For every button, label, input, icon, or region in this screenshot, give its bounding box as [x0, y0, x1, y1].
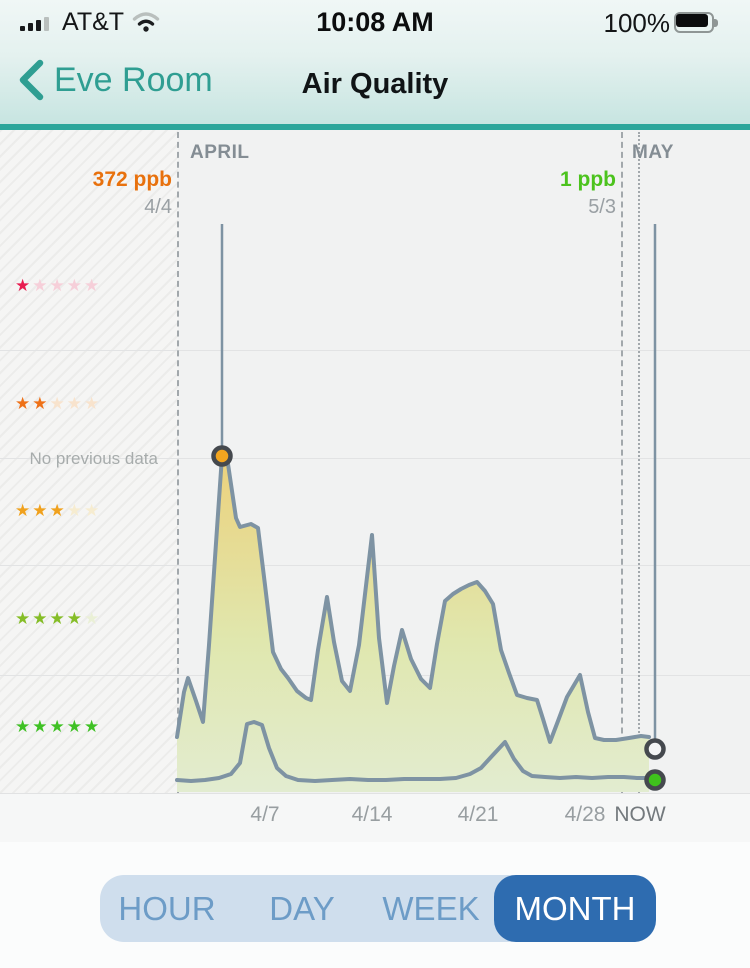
april-boundary-line: [177, 132, 179, 793]
star-icon: ★: [32, 276, 50, 296]
time-range-control: HOUR DAY WEEK MONTH: [100, 875, 656, 942]
header: AT&T 10:08 AM 100% Eve Room Air Quality: [0, 0, 750, 124]
x-tick-now: NOW: [614, 803, 666, 826]
star-icon: ★: [84, 276, 102, 296]
star-icon: ★: [15, 394, 33, 414]
may-boundary-line: [621, 132, 623, 793]
star-icon: ★: [32, 609, 50, 629]
page-title: Air Quality: [301, 68, 449, 100]
star-icon: ★: [84, 609, 102, 629]
time-range-option-hour[interactable]: HOUR: [118, 890, 216, 927]
air-quality-chart[interactable]: ★★★★★ ★★★★★ ★★★★★ ★★★★★ ★★★★★ No previous da…: [0, 130, 750, 793]
star-icon: ★: [15, 609, 33, 629]
back-button[interactable]: Eve Room: [16, 58, 213, 102]
carrier-label: AT&T: [62, 8, 125, 36]
star-icon: ★: [15, 276, 33, 296]
gridline: [0, 458, 750, 459]
wifi-icon: [132, 11, 160, 37]
star-icon: ★: [49, 609, 67, 629]
star-icon: ★: [66, 276, 84, 296]
star-icon: ★: [84, 717, 102, 737]
battery-icon: [674, 12, 720, 34]
x-tick: 4/21: [457, 803, 499, 826]
rating-row-1-star: ★★★★★: [15, 276, 101, 296]
battery-percent: 100%: [603, 8, 671, 38]
time-range-option-day[interactable]: DAY: [269, 890, 335, 927]
star-icon: ★: [66, 609, 84, 629]
rating-row-5-star: ★★★★★: [15, 717, 101, 737]
current-annotation: 1 ppb 5/3: [480, 168, 616, 219]
max-annotation: 372 ppb 4/4: [40, 168, 172, 219]
star-icon: ★: [49, 717, 67, 737]
star-icon: ★: [32, 501, 50, 521]
time-range-option-month[interactable]: MONTH: [494, 875, 656, 942]
selected-range-label: MONTH: [514, 890, 636, 927]
month-label-april: APRIL: [190, 142, 250, 163]
no-previous-data-label: No previous data: [29, 449, 158, 468]
gridline: [0, 350, 750, 351]
star-icon: ★: [49, 501, 67, 521]
month-label-may: MAY: [632, 142, 674, 163]
x-tick: 4/14: [351, 803, 393, 826]
area-fill: [177, 456, 649, 792]
star-icon: ★: [15, 717, 33, 737]
header-divider: [0, 124, 750, 130]
back-chevron-icon: [19, 59, 44, 101]
star-icon: ★: [49, 394, 67, 414]
bottom-bar: HOUR DAY WEEK MONTH: [0, 842, 750, 968]
now-dotted-line: [638, 132, 640, 793]
rating-row-4-star: ★★★★★: [15, 609, 101, 629]
current-value-label: 1 ppb: [560, 168, 616, 191]
rating-row-2-star: ★★★★★: [15, 394, 101, 414]
star-icon: ★: [66, 717, 84, 737]
min-series-line: [175, 720, 651, 783]
chart-svg[interactable]: [0, 130, 750, 793]
x-tick: 4/28: [564, 803, 606, 826]
clock: 10:08 AM: [316, 7, 434, 37]
star-icon: ★: [49, 276, 67, 296]
current-max-marker[interactable]: [644, 738, 666, 760]
status-bar: AT&T 10:08 AM 100%: [0, 0, 750, 44]
star-icon: ★: [32, 717, 50, 737]
rating-row-3-star: ★★★★★: [15, 501, 101, 521]
current-min-marker[interactable]: [644, 769, 666, 791]
star-icon: ★: [15, 501, 33, 521]
time-range-option-week[interactable]: WEEK: [382, 890, 480, 927]
max-series-line: [175, 454, 651, 744]
max-value-label: 372 ppb: [92, 168, 172, 191]
peak-marker[interactable]: [211, 445, 233, 467]
star-icon: ★: [66, 501, 84, 521]
no-data-hatch-area: [0, 130, 178, 793]
star-icon: ★: [84, 501, 102, 521]
x-axis: 4/7 4/14 4/21 4/28 NOW: [0, 793, 750, 842]
x-tick: 4/7: [250, 803, 280, 826]
star-icon: ★: [84, 394, 102, 414]
current-date-label: 5/3: [588, 196, 616, 218]
max-date-label: 4/4: [144, 196, 172, 218]
star-icon: ★: [66, 394, 84, 414]
cell-signal-icon: [20, 15, 49, 31]
star-icon: ★: [32, 394, 50, 414]
back-label: Eve Room: [54, 60, 213, 99]
